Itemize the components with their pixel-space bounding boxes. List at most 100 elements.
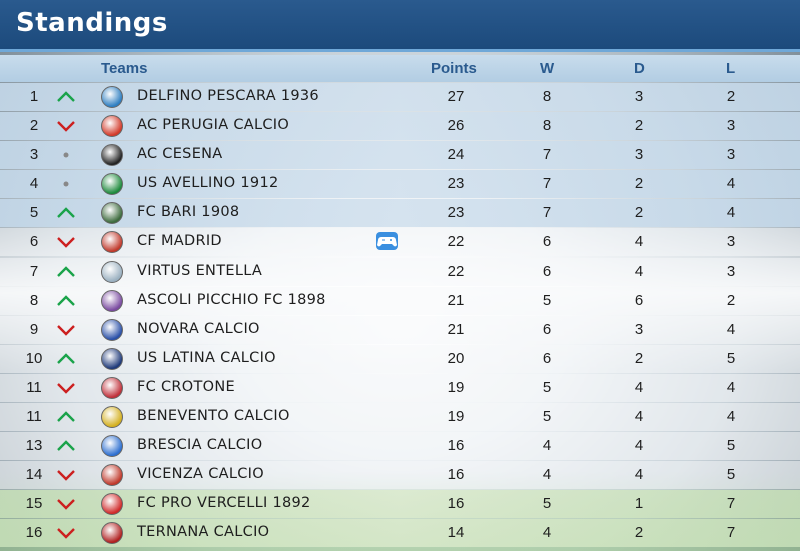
position-label: 8	[29, 291, 39, 309]
team-name: AC PERUGIA CALCIO	[137, 117, 290, 134]
wins-value: 5	[542, 378, 552, 396]
table-row[interactable]: 8 ASCOLI PICCHIO FC 1898 21 5 6 2	[0, 286, 800, 315]
position-label: 10	[25, 349, 43, 367]
table-row[interactable]: 14 VICENZA CALCIO 16 4 4 5	[0, 461, 800, 490]
losses-value: 2	[726, 291, 736, 309]
trend-up-icon	[57, 353, 75, 364]
table-row[interactable]: 7 VIRTUS ENTELLA 22 6 4 3	[0, 257, 800, 286]
position-label: 2	[29, 117, 39, 135]
team-crest-icon	[101, 318, 123, 341]
team-name: VICENZA CALCIO	[137, 466, 264, 483]
trend-up-icon	[57, 91, 75, 102]
losses-value: 3	[726, 262, 736, 280]
points-value: 21	[447, 291, 465, 309]
draws-value: 1	[634, 495, 644, 513]
team-crest-icon	[101, 464, 123, 487]
wins-value: 7	[542, 146, 552, 164]
column-header-l: L	[726, 60, 736, 77]
wins-value: 7	[542, 175, 552, 193]
wins-value: 4	[542, 437, 552, 455]
position-label: 16	[25, 524, 43, 542]
wins-value: 6	[542, 320, 552, 338]
draws-value: 2	[634, 175, 644, 193]
trend-down-icon	[57, 528, 75, 540]
table-row[interactable]: 9 NOVARA CALCIO 21 6 3 4	[0, 315, 800, 344]
table-row[interactable]: 15 FC PRO VERCELLI 1892 16 5 1 7	[0, 490, 800, 519]
table-row[interactable]: 3 AC CESENA 24 7 3 3	[0, 141, 800, 170]
trend-down-icon	[57, 324, 75, 336]
points-value: 26	[447, 117, 465, 135]
position-label: 13	[25, 437, 43, 455]
table-row[interactable]: 1 DELFINO PESCARA 1936 27 8 3 2	[0, 83, 800, 111]
losses-value: 5	[726, 466, 736, 484]
column-header-row: Teams Points W D L	[0, 55, 800, 82]
table-row[interactable]: 13 BRESCIA CALCIO 16 4 4 5	[0, 432, 800, 461]
team-name: US AVELLINO 1912	[137, 175, 279, 192]
position-label: 4	[29, 175, 39, 193]
table-row[interactable]: 16 TERNANA CALCIO 14 4 2 7	[0, 519, 800, 548]
position-label: 6	[29, 233, 39, 251]
team-crest-icon	[101, 115, 123, 138]
team-name: BENEVENTO CALCIO	[137, 408, 290, 425]
draws-value: 2	[634, 117, 644, 135]
team-name: FC BARI 1908	[137, 204, 240, 221]
wins-value: 6	[542, 349, 552, 367]
standings-header: Standings	[0, 0, 800, 52]
points-value: 16	[447, 495, 465, 513]
position-label: 5	[29, 204, 39, 222]
points-value: 23	[447, 175, 465, 193]
team-name: TERNANA CALCIO	[137, 524, 270, 541]
table-row[interactable]: 2 AC PERUGIA CALCIO 26 8 2 3	[0, 112, 800, 141]
points-value: 16	[447, 466, 465, 484]
wins-value: 8	[542, 88, 552, 105]
team-crest-icon	[101, 406, 123, 429]
position-label: 15	[25, 495, 43, 513]
points-value: 23	[447, 204, 465, 222]
losses-value: 7	[726, 495, 736, 513]
column-header-d: D	[634, 60, 645, 77]
trend-down-icon	[57, 383, 75, 394]
trend-same-icon	[63, 152, 69, 158]
losses-value: 2	[726, 88, 736, 105]
draws-value: 4	[634, 262, 644, 280]
draws-value: 2	[634, 349, 644, 367]
team-name: BRESCIA CALCIO	[137, 437, 263, 454]
wins-value: 7	[542, 204, 552, 222]
table-row[interactable]: 6 CF MADRID 22 6 4 3	[0, 228, 800, 257]
team-crest-icon	[101, 522, 123, 545]
losses-value: 7	[726, 524, 736, 542]
table-row[interactable]: 11 BENEVENTO CALCIO 19 5 4 4	[0, 403, 800, 432]
table-row[interactable]: 10 US LATINA CALCIO 20 6 2 5	[0, 344, 800, 373]
draws-value: 4	[634, 233, 644, 251]
team-crest-icon	[101, 260, 123, 283]
wins-value: 4	[542, 466, 552, 484]
losses-value: 4	[726, 175, 736, 193]
losses-value: 3	[726, 233, 736, 251]
losses-value: 5	[726, 349, 736, 367]
points-value: 27	[447, 88, 465, 105]
table-row[interactable]: 11 FC CROTONE 19 5 4 4	[0, 373, 800, 402]
points-value: 22	[447, 262, 465, 280]
table-row[interactable]: 4 US AVELLINO 1912 23 7 2 4	[0, 170, 800, 199]
table-row[interactable]: 5 FC BARI 1908 23 7 2 4	[0, 199, 800, 228]
team-crest-icon	[101, 435, 123, 458]
trend-up-icon	[57, 294, 75, 306]
trend-down-icon	[57, 121, 75, 132]
position-label: 14	[25, 466, 43, 484]
user-team-controller-icon	[376, 232, 398, 251]
points-value: 19	[447, 378, 465, 396]
draws-value: 4	[634, 437, 644, 455]
position-label: 3	[29, 146, 39, 164]
team-name: US LATINA CALCIO	[137, 349, 276, 366]
wins-value: 8	[542, 117, 552, 135]
trend-up-icon	[57, 411, 75, 422]
draws-value: 3	[634, 88, 644, 105]
draws-value: 3	[634, 146, 644, 164]
draws-value: 2	[634, 524, 644, 542]
wins-value: 5	[542, 408, 552, 426]
trend-up-icon	[57, 207, 75, 219]
team-crest-icon	[101, 144, 123, 167]
points-value: 24	[447, 146, 465, 164]
losses-value: 4	[726, 320, 736, 338]
team-crest-icon	[101, 202, 123, 225]
